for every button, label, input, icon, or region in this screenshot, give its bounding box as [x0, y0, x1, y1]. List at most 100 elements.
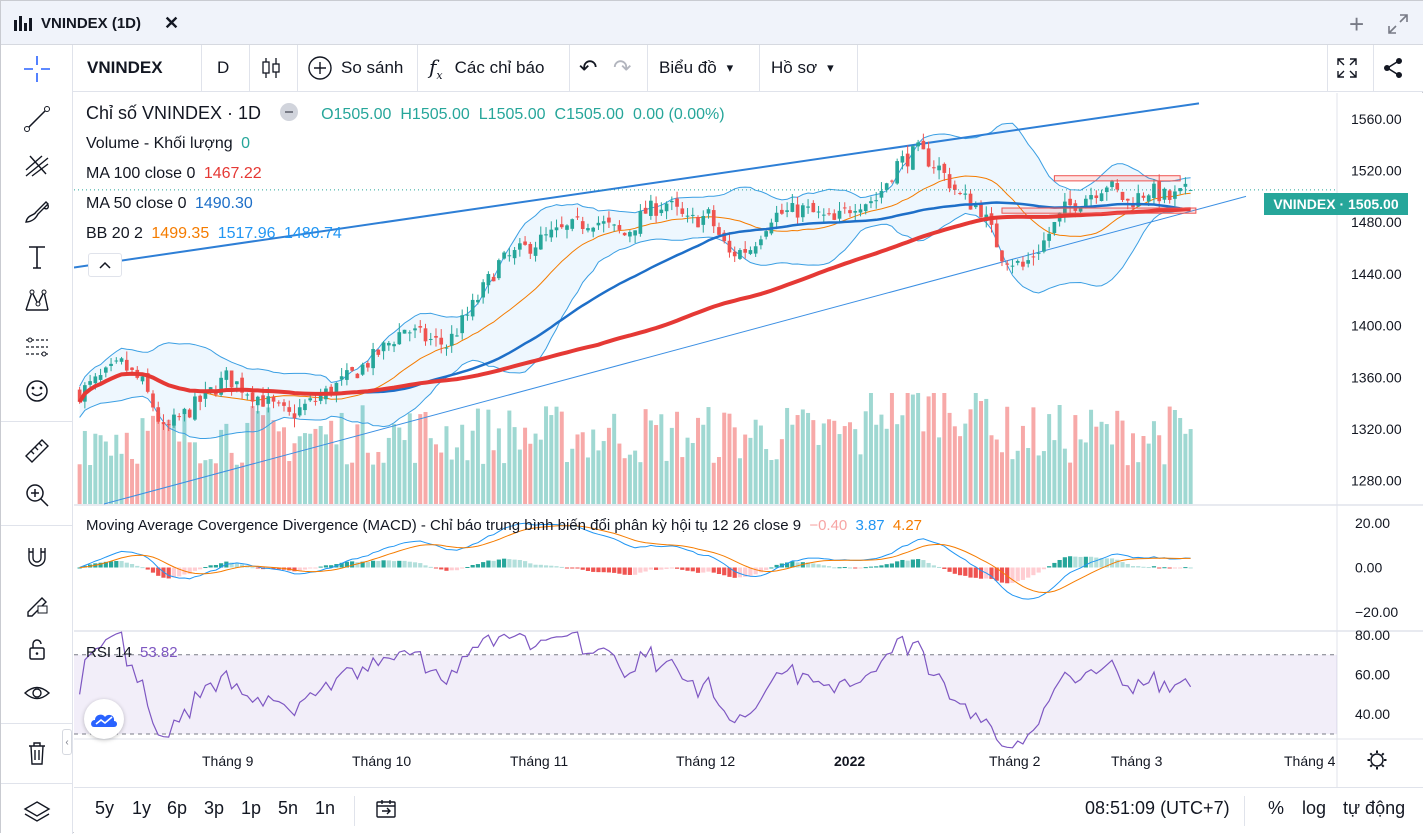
range-1y[interactable]: 1y: [132, 798, 152, 818]
goto-date-icon[interactable]: [374, 797, 398, 826]
range-1d[interactable]: 1n: [315, 798, 336, 818]
lock-drawing-icon[interactable]: [17, 585, 57, 621]
macd-histogram-bar: [648, 567, 653, 570]
brush-icon[interactable]: [17, 193, 57, 229]
candle-body: [250, 392, 255, 402]
range-5y[interactable]: 5y: [95, 798, 115, 818]
candle-body: [1026, 260, 1031, 264]
volume-bar: [1026, 448, 1031, 504]
logo-badge[interactable]: [84, 699, 124, 739]
trash-icon[interactable]: [17, 735, 57, 771]
volume-bar: [696, 417, 701, 504]
volume-bar: [98, 435, 103, 504]
candle-body: [921, 140, 926, 150]
undo-icon[interactable]: ↶: [579, 55, 598, 80]
fullscreen-icon[interactable]: [1387, 13, 1409, 35]
pitchfork-icon[interactable]: [17, 147, 57, 183]
clock-time[interactable]: 08:51:09 (UTC+7): [1085, 798, 1230, 818]
collapse-side-handle[interactable]: ‹: [62, 729, 72, 755]
candle-body: [780, 209, 784, 214]
volume-bar: [261, 415, 266, 504]
candle-body: [643, 207, 648, 214]
settings-gear-icon[interactable]: [1367, 750, 1387, 770]
indicators-button[interactable]: fx Các chỉ báo: [429, 45, 544, 91]
fullscreen-chart-icon[interactable]: [1335, 45, 1359, 91]
range-box: [1053, 175, 1181, 182]
auto-scale-toggle[interactable]: tự động: [1343, 798, 1406, 818]
candle-body: [1021, 261, 1025, 267]
macd-histogram-bar: [952, 567, 957, 574]
candle-body: [161, 422, 166, 425]
chart-area[interactable]: 1560.00 1520.00 1480.00 1440.00 1400.00 1360.…: [62, 93, 1423, 787]
macd-histogram-bar: [680, 567, 685, 570]
interval-select[interactable]: D: [217, 58, 230, 77]
volume-bar: [816, 444, 821, 504]
candles-icon[interactable]: [259, 45, 283, 91]
range-6m[interactable]: 6p: [167, 798, 188, 818]
price-axis-label: 1400.00: [1351, 318, 1402, 334]
close-tab-icon[interactable]: ✕: [164, 13, 180, 33]
trend-line-icon[interactable]: [17, 101, 57, 137]
macd-histogram-bar: [302, 567, 308, 570]
volume-bar: [795, 415, 800, 504]
volume-bar: [344, 464, 349, 504]
unlock-icon[interactable]: [17, 631, 57, 667]
volume-bar: [853, 429, 858, 504]
candle-body: [874, 200, 879, 202]
volume-bar: [371, 464, 376, 504]
candle-body: [470, 299, 475, 317]
percent-toggle[interactable]: %: [1268, 798, 1285, 818]
macd-histogram-bar: [1109, 558, 1115, 568]
drawing-toolbar: [1, 45, 73, 834]
legend-collapse-icon[interactable]: [280, 103, 299, 121]
price-axis-label: 1360.00: [1351, 369, 1402, 385]
forecast-icon[interactable]: [17, 329, 57, 365]
macd-legend: Moving Average Covergence Divergence (MA…: [86, 517, 926, 534]
bb-label: BB 20 2: [86, 225, 143, 242]
range-1m[interactable]: 1p: [241, 798, 262, 818]
macd-histogram-bar: [271, 567, 276, 570]
share-icon[interactable]: [1381, 45, 1405, 91]
collapse-legend-button[interactable]: [88, 253, 122, 277]
log-toggle[interactable]: log: [1302, 798, 1327, 818]
magnet-icon[interactable]: [17, 539, 57, 575]
chart-canvas[interactable]: 1560.00 1520.00 1480.00 1440.00 1400.00 1360.…: [74, 93, 1423, 787]
text-icon[interactable]: [17, 239, 57, 275]
range-3m[interactable]: 3p: [204, 798, 225, 818]
eye-icon[interactable]: [17, 675, 57, 711]
candle-body: [800, 205, 805, 218]
emoji-icon[interactable]: [17, 373, 57, 409]
macd-histogram-bar: [1020, 567, 1026, 580]
symbol-search[interactable]: VNINDEX: [87, 58, 163, 77]
compare-button[interactable]: So sánh: [307, 45, 403, 91]
add-tab-icon[interactable]: +: [1349, 9, 1365, 39]
ruler-icon[interactable]: [17, 433, 57, 469]
macd-histogram-bar: [669, 567, 674, 569]
macd-histogram-bar: [832, 567, 837, 569]
macd-histogram-bar: [1157, 567, 1162, 569]
candle-body: [732, 251, 737, 257]
title-bar: VNINDEX (1D) ✕ +: [1, 1, 1423, 45]
macd-histogram-bar: [863, 567, 868, 569]
pattern-icon[interactable]: [17, 283, 57, 319]
macd-histogram-bar: [339, 562, 344, 568]
candle-body: [932, 167, 936, 169]
crosshair-icon[interactable]: [17, 51, 57, 87]
range-5d[interactable]: 5n: [278, 798, 299, 818]
zoom-in-icon[interactable]: [17, 477, 57, 513]
volume-bar: [722, 412, 727, 504]
candle-body: [497, 260, 501, 279]
candle-body: [444, 347, 449, 349]
candle-body: [334, 382, 339, 396]
profile-menu-button[interactable]: Hồ sơ ▾: [771, 45, 834, 91]
candle-body: [407, 332, 412, 334]
redo-icon[interactable]: ↷: [613, 55, 632, 80]
chart-menu-button[interactable]: Biểu đồ ▾: [659, 45, 733, 91]
volume-bar: [690, 443, 695, 504]
candle-body: [481, 282, 485, 298]
volume-bar: [1151, 421, 1156, 504]
candle-body: [848, 210, 852, 214]
layers-icon[interactable]: [17, 795, 57, 831]
candle-body: [696, 216, 700, 228]
candle-body: [287, 407, 292, 412]
